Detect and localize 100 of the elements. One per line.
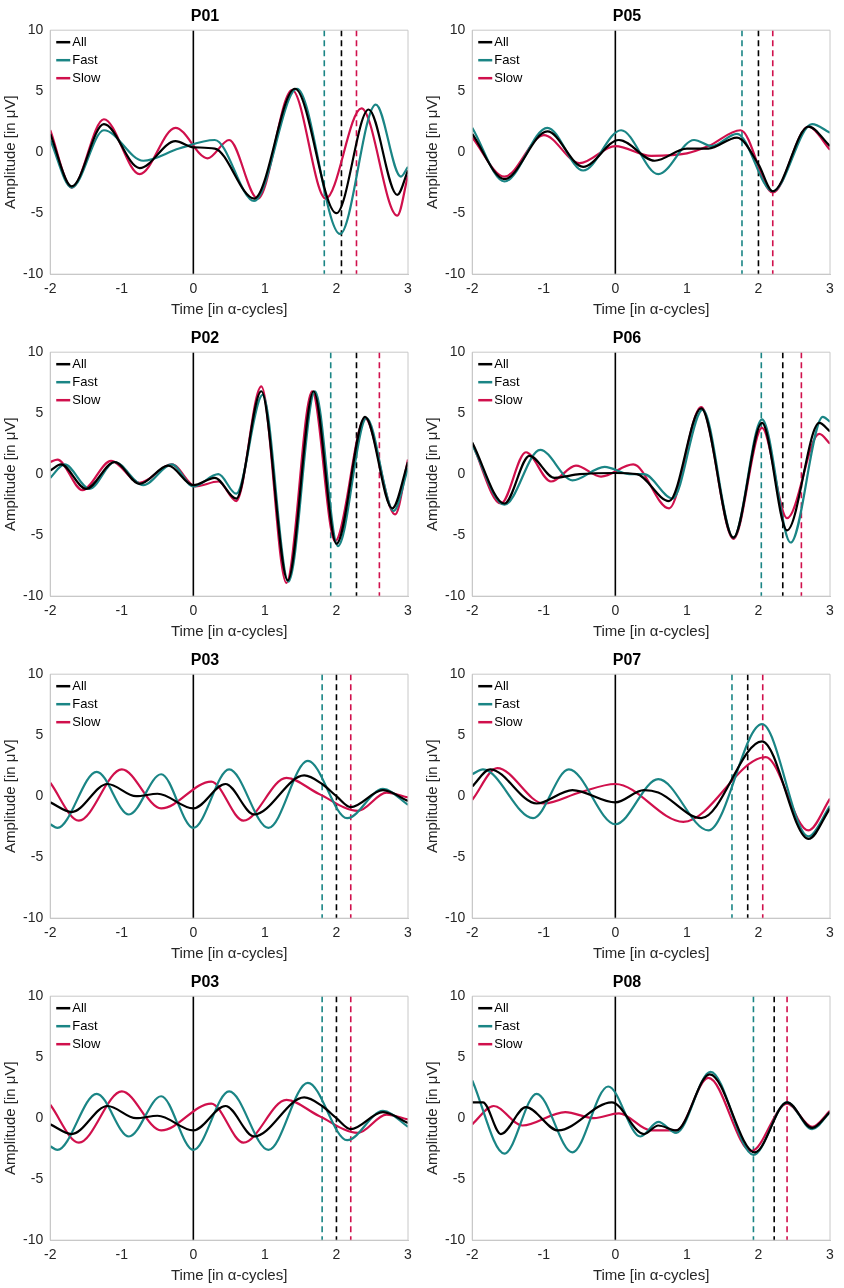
y-tick-label: 10	[27, 665, 44, 682]
x-axis-title: Time [in α-cycles]	[592, 944, 710, 962]
x-tick-label: 3	[826, 924, 835, 941]
x-tick-label: 0	[189, 602, 198, 619]
x-tick-label: 0	[189, 1246, 198, 1263]
legend-label: Fast	[72, 1017, 98, 1033]
y-tick-label: 5	[35, 1048, 44, 1065]
x-tick-label: 1	[261, 602, 269, 619]
x-tick-label: 0	[611, 1246, 620, 1263]
legend-label: Fast	[72, 695, 98, 711]
x-tick-label: 3	[404, 602, 413, 619]
legend-label: Fast	[494, 51, 520, 67]
x-tick-label: -1	[537, 602, 551, 619]
x-tick-label: -2	[466, 602, 479, 619]
x-tick-label: 2	[332, 602, 341, 619]
legend-label: Slow	[494, 391, 524, 407]
y-tick-label: 0	[457, 143, 466, 160]
x-tick-label: -1	[537, 924, 551, 941]
y-axis-title: Amplitude [in μV]	[423, 739, 441, 854]
x-tick-label: 0	[611, 280, 620, 297]
y-tick-label: 10	[27, 987, 44, 1004]
legend-label: Fast	[72, 51, 98, 67]
x-tick-label: 1	[683, 602, 691, 619]
y-tick-label: -10	[445, 587, 466, 604]
y-tick-label: 0	[35, 465, 44, 482]
y-tick-label: -10	[445, 909, 466, 926]
legend-label: Slow	[494, 1035, 524, 1051]
x-tick-label: -2	[466, 280, 479, 297]
x-tick-label: -2	[466, 1246, 479, 1263]
y-axis-title: Amplitude [in μV]	[1, 1061, 19, 1176]
x-tick-label: 3	[826, 1246, 835, 1263]
y-tick-label: -10	[23, 909, 44, 926]
y-tick-label: 0	[35, 1109, 44, 1126]
legend-label: Fast	[494, 373, 520, 389]
y-tick-label: 0	[457, 1109, 466, 1126]
y-axis-title: Amplitude [in μV]	[1, 739, 19, 854]
y-axis-title: Amplitude [in μV]	[423, 417, 441, 532]
chart-title: P07	[612, 651, 642, 669]
x-tick-label: -2	[44, 280, 57, 297]
y-tick-label: -10	[23, 1231, 44, 1248]
y-tick-label: 5	[457, 1048, 466, 1065]
y-tick-label: 10	[449, 987, 466, 1004]
x-tick-label: 2	[332, 1246, 341, 1263]
y-tick-label: -10	[445, 1231, 466, 1248]
y-axis-title: Amplitude [in μV]	[423, 1061, 441, 1176]
chart-title: P08	[612, 973, 642, 991]
x-axis-title: Time [in α-cycles]	[170, 1266, 288, 1284]
legend-label: All	[72, 33, 87, 49]
x-tick-label: 2	[754, 1246, 763, 1263]
x-tick-label: 2	[332, 924, 341, 941]
legend-label: All	[72, 355, 87, 371]
chart-title: P02	[190, 329, 220, 347]
x-tick-label: -2	[44, 602, 57, 619]
x-tick-label: 0	[189, 280, 198, 297]
y-tick-label: -5	[452, 526, 466, 543]
y-tick-label: -10	[23, 265, 44, 282]
x-axis-title: Time [in α-cycles]	[592, 622, 710, 640]
legend-label: Slow	[494, 69, 524, 85]
y-tick-label: 5	[35, 726, 44, 743]
x-tick-label: 0	[611, 602, 620, 619]
x-tick-label: 3	[404, 924, 413, 941]
x-tick-label: 2	[754, 280, 763, 297]
legend-label: All	[494, 33, 509, 49]
y-tick-label: -5	[452, 848, 466, 865]
y-tick-label: 10	[449, 21, 466, 38]
x-tick-label: 1	[261, 924, 269, 941]
legend-label: All	[72, 999, 87, 1015]
y-tick-label: -5	[452, 204, 466, 221]
chart-title: P03	[190, 651, 220, 669]
y-tick-label: 5	[457, 404, 466, 421]
chart-title: P01	[190, 7, 220, 25]
legend-label: Fast	[494, 1017, 520, 1033]
y-tick-label: 5	[35, 404, 44, 421]
y-tick-label: 0	[35, 143, 44, 160]
y-tick-label: -5	[30, 204, 44, 221]
x-tick-label: -2	[44, 924, 57, 941]
legend-label: Slow	[72, 69, 102, 85]
y-tick-label: -10	[23, 587, 44, 604]
legend-label: Fast	[494, 695, 520, 711]
y-axis-title: Amplitude [in μV]	[1, 417, 19, 532]
y-tick-label: 10	[27, 343, 44, 360]
x-tick-label: 1	[261, 280, 269, 297]
x-tick-label: 3	[404, 280, 413, 297]
legend-label: All	[494, 677, 509, 693]
x-tick-label: 0	[189, 924, 198, 941]
x-tick-label: 1	[261, 1246, 269, 1263]
x-tick-label: 1	[683, 280, 691, 297]
y-tick-label: 5	[457, 82, 466, 99]
legend-label: Slow	[72, 391, 102, 407]
legend-label: All	[494, 999, 509, 1015]
x-tick-label: -1	[115, 602, 129, 619]
y-tick-label: 0	[457, 787, 466, 804]
x-tick-label: 3	[826, 602, 835, 619]
x-tick-label: 1	[683, 1246, 691, 1263]
legend-label: All	[72, 677, 87, 693]
y-tick-label: 10	[449, 665, 466, 682]
x-axis-title: Time [in α-cycles]	[592, 1266, 710, 1284]
x-tick-label: 2	[754, 602, 763, 619]
x-tick-label: 3	[826, 280, 835, 297]
y-tick-label: 0	[35, 787, 44, 804]
